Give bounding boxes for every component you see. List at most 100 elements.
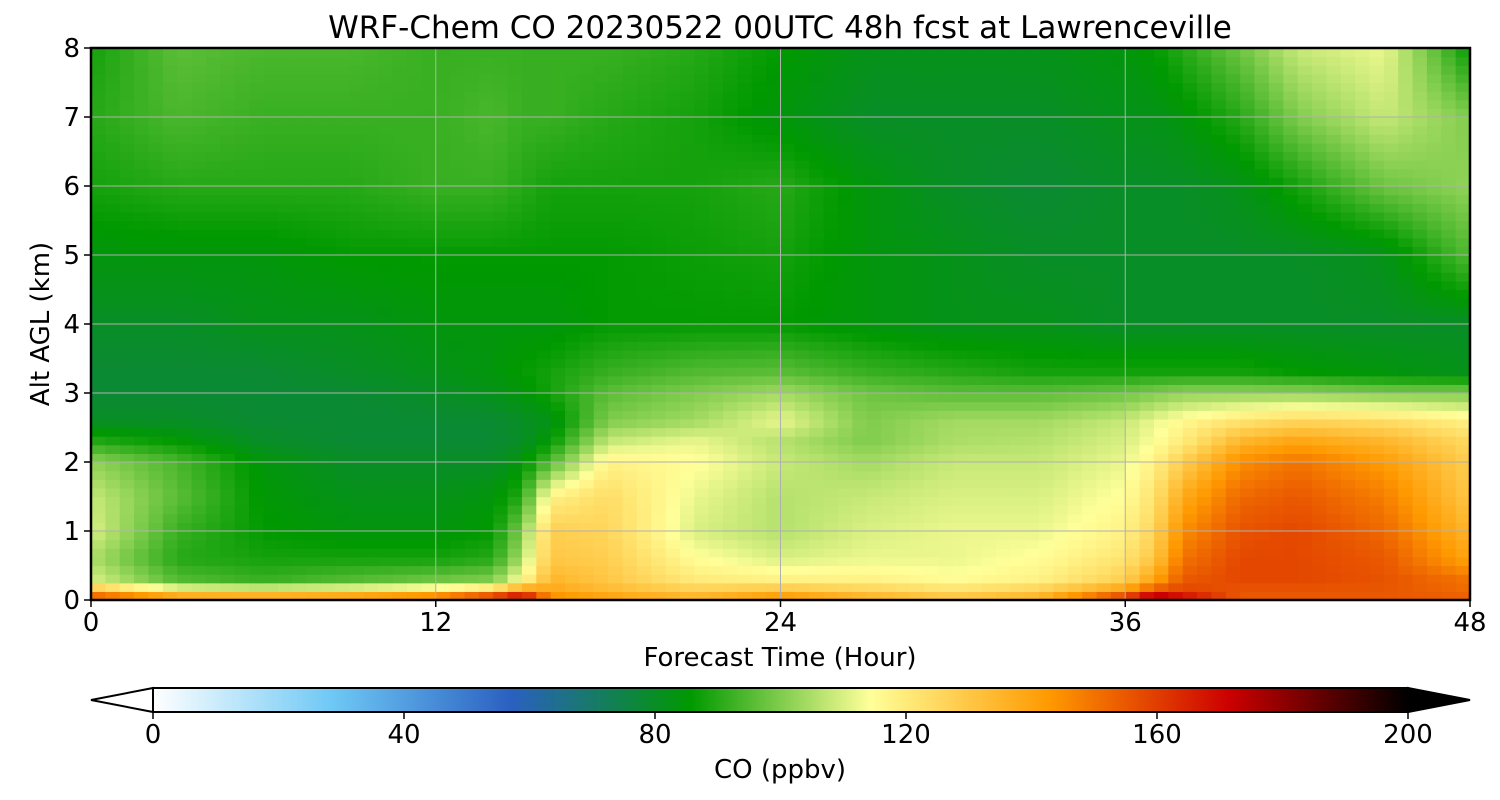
heatmap-cell	[349, 531, 365, 541]
heatmap-cell	[220, 505, 236, 515]
heatmap-cell	[162, 315, 178, 325]
heatmap-cell	[320, 211, 336, 222]
heatmap-cell	[292, 522, 308, 532]
heatmap-cell	[809, 505, 825, 515]
heatmap-cell	[1053, 539, 1069, 549]
heatmap-cell	[105, 211, 121, 222]
heatmap-cell	[565, 177, 580, 187]
heatmap-cell	[234, 470, 250, 480]
heatmap-cell	[1383, 462, 1399, 472]
heatmap-cell	[1297, 574, 1313, 584]
heatmap-cell	[737, 539, 753, 549]
heatmap-cell	[177, 574, 193, 584]
heatmap-cell	[909, 375, 925, 385]
heatmap-cell	[363, 531, 379, 541]
heatmap-cell	[392, 410, 408, 420]
heatmap-cell	[766, 522, 782, 532]
heatmap-cell	[292, 393, 308, 403]
heatmap-cell	[1240, 306, 1256, 316]
heatmap-cell	[407, 522, 422, 532]
heatmap-cell	[306, 565, 322, 575]
heatmap-cell	[679, 160, 695, 170]
heatmap-cell	[134, 142, 150, 153]
heatmap-cell	[292, 349, 308, 360]
heatmap-cell	[1168, 375, 1184, 385]
heatmap-cell	[177, 444, 193, 454]
heatmap-cell	[1168, 505, 1184, 515]
heatmap-cell	[708, 470, 724, 480]
heatmap-cell	[952, 548, 968, 558]
heatmap-cell	[1082, 315, 1098, 325]
heatmap-cell	[1441, 384, 1457, 394]
heatmap-cell	[708, 574, 724, 584]
heatmap-cell	[1197, 556, 1213, 567]
heatmap-cell	[234, 306, 250, 316]
heatmap-cell	[852, 556, 868, 567]
heatmap-cell	[694, 349, 710, 360]
heatmap-cell	[234, 246, 250, 256]
heatmap-cell	[1096, 280, 1112, 291]
heatmap-cell	[995, 539, 1011, 549]
heatmap-cell	[651, 194, 667, 204]
heatmap-cell	[866, 237, 882, 247]
heatmap-cell	[665, 151, 681, 161]
heatmap-cell	[277, 496, 293, 506]
heatmap-cell	[737, 151, 753, 161]
heatmap-cell	[421, 375, 437, 385]
heatmap-cell	[249, 539, 264, 549]
heatmap-cell	[1369, 229, 1385, 239]
heatmap-cell	[435, 444, 451, 454]
heatmap-cell	[1326, 505, 1342, 515]
heatmap-cell	[450, 255, 466, 265]
heatmap-cell	[1340, 496, 1356, 506]
heatmap-cell	[435, 220, 451, 230]
heatmap-cell	[751, 272, 767, 282]
heatmap-cell	[1211, 315, 1227, 325]
heatmap-cell	[881, 341, 897, 351]
heatmap-cell	[306, 203, 322, 213]
heatmap-cell	[363, 272, 379, 282]
heatmap-cell	[823, 393, 839, 403]
heatmap-cell	[1398, 393, 1414, 403]
heatmap-cell	[335, 401, 351, 411]
heatmap-cell	[536, 220, 552, 230]
heatmap-cell	[938, 418, 954, 429]
heatmap-cell	[1010, 160, 1026, 170]
heatmap-cell	[162, 574, 178, 584]
heatmap-cell	[306, 522, 322, 532]
heatmap-cell	[1426, 315, 1442, 325]
heatmap-cell	[665, 229, 681, 239]
heatmap-cell	[565, 427, 580, 437]
heatmap-cell	[349, 410, 365, 420]
heatmap-cell	[478, 384, 494, 394]
heatmap-cell	[565, 487, 580, 498]
heatmap-cell	[1024, 315, 1040, 325]
heatmap-cell	[277, 358, 293, 368]
heatmap-cell	[378, 168, 394, 178]
heatmap-cell	[407, 410, 422, 420]
heatmap-cell	[1283, 220, 1299, 230]
heatmap-cell	[493, 194, 509, 204]
heatmap-cell	[450, 548, 466, 558]
heatmap-cell	[1297, 487, 1313, 498]
heatmap-cell	[1297, 565, 1313, 575]
heatmap-cell	[881, 556, 897, 567]
heatmap-cell	[1398, 237, 1414, 247]
heatmap-cell	[1168, 367, 1184, 377]
heatmap-cell	[952, 211, 968, 222]
heatmap-cell	[1125, 470, 1141, 480]
heatmap-cell	[421, 591, 437, 600]
heatmap-cell	[694, 436, 710, 446]
heatmap-cell	[1197, 349, 1213, 360]
heatmap-cell	[450, 418, 466, 429]
heatmap-cell	[852, 151, 868, 161]
heatmap-cell	[881, 531, 897, 541]
heatmap-cell	[1225, 479, 1241, 489]
heatmap-cell	[593, 427, 609, 437]
heatmap-cell	[177, 505, 193, 515]
heatmap-cell	[1383, 479, 1399, 489]
heatmap-cell	[995, 462, 1011, 472]
heatmap-cell	[1082, 298, 1098, 308]
heatmap-cell	[1355, 160, 1371, 170]
heatmap-cell	[723, 324, 738, 334]
